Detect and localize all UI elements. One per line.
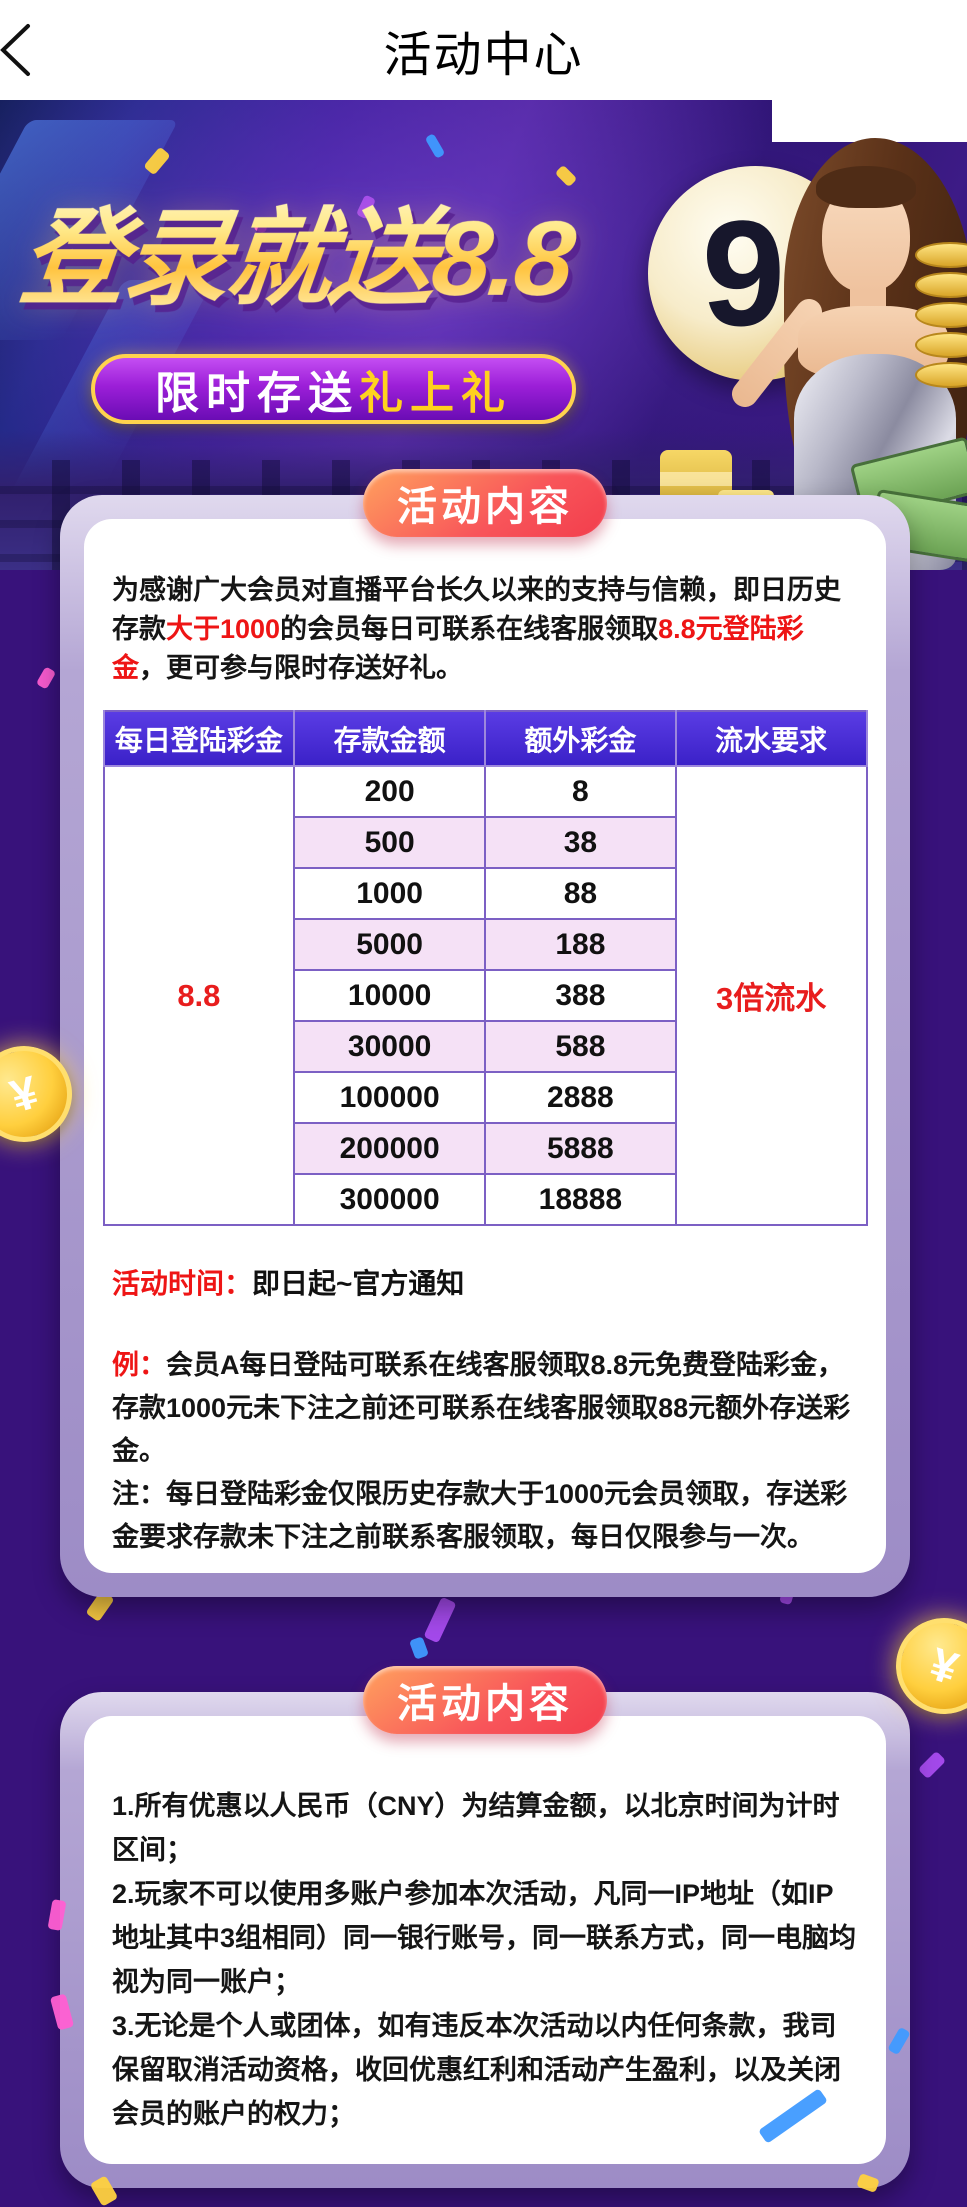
col-deposit-amount: 存款金额	[293, 711, 486, 767]
confetti	[35, 666, 57, 690]
col-daily-login-bonus: 每日登陆彩金	[102, 711, 296, 767]
back-button[interactable]	[0, 22, 60, 82]
table-row: 500 38	[104, 816, 867, 869]
table-row: 8.8 200 8 3倍流水	[102, 765, 868, 1226]
promo-banner: 9 登录就送8.8 限时存送 礼上礼	[0, 100, 967, 570]
rule-item: 2.玩家不可以使用多账户参加本次活动，凡同一IP地址（如IP地址其中3组相同）同…	[112, 1879, 857, 1997]
note-paragraph: 注：每日登陆彩金仅限历史存款大于1000元会员领取，存送彩金要求存款未下注之前联…	[112, 1479, 848, 1552]
table-row: 300000 18888	[104, 1173, 867, 1226]
activity-content-badge-2: 活动内容	[363, 1666, 607, 1734]
pill-text-white: 限时存送	[155, 369, 359, 418]
confetti	[424, 133, 446, 159]
activity-time: 活动时间：即日起~官方通知	[112, 1262, 858, 1302]
turnover-cell: 3倍流水	[674, 765, 868, 1226]
table-row: 1000 88	[104, 867, 867, 920]
confetti	[409, 1636, 429, 1660]
example-and-note: 例：会员A每日登陆可联系在线客服领取8.8元免费登陆彩金，存款1000元未下注之…	[112, 1344, 856, 1559]
card-1-body: 为感谢广大会员对直播平台长久以来的支持与信赖，即日历史存款大于1000的会员每日…	[84, 519, 886, 1573]
gold-coin-stack	[915, 238, 967, 388]
example-paragraph: 例：会员A每日登陆可联系在线客服领取8.8元免费登陆彩金，存款1000元未下注之…	[112, 1350, 851, 1466]
intro-paragraph: 为感谢广大会员对直播平台长久以来的支持与信赖，即日历史存款大于1000的会员每日…	[112, 575, 841, 683]
app-header: 活动中心	[0, 0, 967, 100]
activity-content-card-1: 活动内容 为感谢广大会员对直播平台长久以来的支持与信赖，即日历史存款大于1000…	[60, 469, 910, 1597]
table-row: 200000 5888	[104, 1122, 867, 1175]
model-photo	[660, 138, 967, 570]
card-2-body: 1.所有优惠以人民币（CNY）为结算金额，以北京时间为计时区间； 2.玩家不可以…	[84, 1716, 886, 2164]
table-row: 10000 388	[104, 969, 867, 1022]
activity-time-label: 活动时间：	[112, 1268, 253, 1299]
col-extra-bonus: 额外彩金	[484, 711, 677, 767]
model-fringe	[816, 166, 916, 208]
rule-item: 1.所有优惠以人民币（CNY）为结算金额，以北京时间为计时区间；	[112, 1791, 840, 1865]
activity-time-value: 即日起~官方通知	[252, 1268, 465, 1299]
table-header-row: 每日登陆彩金 存款金额 额外彩金 流水要求	[102, 711, 868, 767]
confetti	[917, 1750, 947, 1780]
back-chevron-icon	[0, 20, 34, 85]
activity-content-badge-1: 活动内容	[363, 469, 607, 537]
page-title: 活动中心	[383, 29, 584, 82]
limited-time-deposit-button[interactable]: 限时存送 礼上礼	[91, 354, 576, 424]
table-row: 5000 188	[104, 918, 867, 971]
rules-list: 1.所有优惠以人民币（CNY）为结算金额，以北京时间为计时区间； 2.玩家不可以…	[112, 1784, 856, 2136]
banner-top-notch	[772, 100, 967, 142]
table-row: 100000 2888	[104, 1071, 867, 1124]
pill-text-gold: 礼上礼	[359, 369, 512, 418]
table-row: 30000 588	[104, 1020, 867, 1073]
col-turnover-requirement: 流水要求	[674, 711, 868, 767]
daily-bonus-cell: 8.8	[102, 765, 296, 1226]
rule-item: 3.无论是个人或团体，如有违反本次活动以内任何条款，我司保留取消活动资格，收回优…	[112, 2011, 841, 2129]
confetti	[423, 1596, 457, 1644]
bonus-table: 每日登陆彩金 存款金额 额外彩金 流水要求 8.8 200 8 3倍流水 500…	[102, 710, 868, 1226]
activity-content-card-2: 活动内容 1.所有优惠以人民币（CNY）为结算金额，以北京时间为计时区间； 2.…	[60, 1666, 910, 2188]
banner-headline: 登录就送8.8	[14, 172, 720, 326]
